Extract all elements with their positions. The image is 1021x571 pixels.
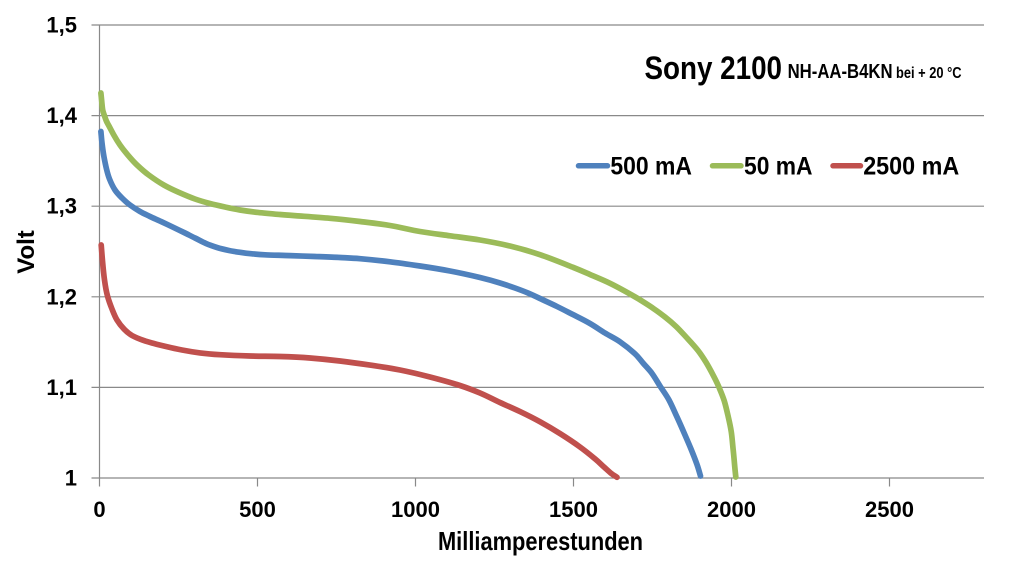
svg-text:50 mA: 50 mA bbox=[744, 153, 813, 181]
svg-text:Sony 2100: Sony 2100 bbox=[645, 50, 783, 86]
svg-text:0: 0 bbox=[93, 497, 105, 522]
svg-text:1,4: 1,4 bbox=[46, 103, 77, 128]
svg-text:2000: 2000 bbox=[707, 497, 756, 522]
svg-text:1: 1 bbox=[65, 466, 77, 491]
svg-text:1,5: 1,5 bbox=[46, 13, 77, 38]
svg-text:1,3: 1,3 bbox=[46, 194, 77, 219]
svg-text:2500: 2500 bbox=[865, 497, 914, 522]
svg-text:2500 mA: 2500 mA bbox=[863, 153, 959, 181]
svg-text:1000: 1000 bbox=[391, 497, 440, 522]
svg-text:Milliamperestunden: Milliamperestunden bbox=[438, 526, 643, 556]
svg-text:NH-AA-B4KN: NH-AA-B4KN bbox=[788, 61, 893, 83]
svg-text:500 mA: 500 mA bbox=[610, 153, 692, 181]
svg-text:1,1: 1,1 bbox=[46, 375, 77, 400]
svg-text:Volt: Volt bbox=[13, 230, 40, 274]
svg-text:bei + 20 °C: bei + 20 °C bbox=[896, 65, 962, 82]
svg-text:500: 500 bbox=[239, 497, 276, 522]
svg-text:1500: 1500 bbox=[549, 497, 598, 522]
svg-text:1,2: 1,2 bbox=[46, 284, 77, 309]
